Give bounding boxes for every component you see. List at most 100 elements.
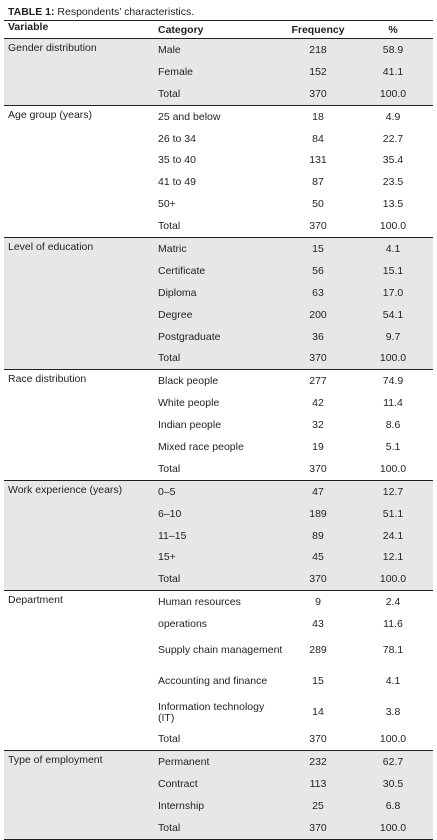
percent-cell: 4.1: [353, 237, 433, 260]
percent-cell: 78.1: [382, 644, 404, 657]
table-row: 11–15 89 24.1: [4, 524, 433, 547]
table-row: Work experience (years) 0–5 47 12.7: [4, 479, 433, 503]
frequency-cell: 370: [283, 568, 353, 591]
variable-cell: [4, 635, 158, 666]
frequency-cell: 87: [312, 176, 324, 189]
category-cell: 26 to 34: [158, 132, 196, 145]
frequency-cell: 232: [283, 749, 353, 773]
frequency-cell: 56: [283, 259, 353, 282]
frequency-cell: 18: [283, 104, 353, 128]
table-row: Information technology (IT) 14 3.8: [4, 697, 433, 728]
category-cell: Diploma: [158, 281, 283, 304]
table-row: Internship 25 6.8: [4, 794, 433, 817]
percent-cell: 100.0: [379, 462, 407, 475]
frequency-cell: 200: [283, 303, 353, 326]
variable-cell: [4, 392, 158, 414]
percent-cell: 17.0: [353, 281, 433, 304]
title-text: Respondents’ characteristics.: [57, 6, 195, 18]
variable-cell: Level of education: [4, 237, 158, 260]
frequency-cell: 47: [283, 479, 353, 503]
table-row: Mixed race people 19 5.1: [4, 436, 433, 458]
table-row: 15+ 45 12.1: [4, 546, 433, 569]
table-row: Race distribution Black people 277 74.9: [4, 369, 433, 393]
table-row: Level of education Matric 15 4.1: [4, 237, 433, 260]
variable-cell: [4, 502, 158, 525]
category-cell: Total: [158, 220, 181, 233]
frequency-cell: 15: [312, 675, 324, 688]
frequency-cell: 32: [312, 419, 324, 432]
table-body: Gender distribution Male 218 58.9 Female 152 4…: [4, 37, 433, 840]
frequency-cell: 43: [312, 618, 324, 631]
table-row: Accounting and finance 15 4.1: [4, 666, 433, 697]
category-cell: Female: [158, 60, 283, 83]
percent-cell: 58.9: [353, 37, 433, 61]
variable-cell: [4, 325, 158, 348]
variable-name: Type of employment: [8, 753, 103, 766]
percent-cell: 22.7: [382, 132, 404, 145]
percent-cell: 8.6: [385, 419, 401, 432]
variable-cell: [4, 303, 158, 326]
variable-cell: [4, 281, 158, 304]
table-row: Degree 200 54.1: [4, 303, 433, 326]
variable-cell: [4, 613, 158, 635]
variable-cell: [4, 772, 158, 795]
category-cell: Total: [158, 568, 283, 591]
variable-cell: [4, 568, 158, 591]
variable-cell: [4, 215, 158, 237]
frequency-cell: 370: [283, 816, 353, 840]
variable-cell: Age group (years): [4, 104, 158, 128]
data-table: Variable Category Frequency % Gender dis…: [4, 21, 433, 840]
percent-cell: 15.1: [353, 259, 433, 282]
page: TABLE 1: Respondents’ characteristics. V…: [4, 6, 433, 840]
category-cell: 0–5: [158, 479, 283, 503]
table-row: operations 43 11.6: [4, 613, 433, 635]
percent-cell: 4.9: [353, 104, 433, 128]
variable-cell: [4, 546, 158, 569]
table-row: Total 370 100.0: [4, 568, 433, 591]
category-cell: Black people: [158, 369, 283, 393]
frequency-cell: 63: [283, 281, 353, 304]
table-row: 35 to 40 131 35.4: [4, 149, 433, 171]
table-row: Type of employment Permanent 232 62.7: [4, 749, 433, 773]
variable-name: Age group (years): [8, 108, 93, 121]
variable-cell: [4, 414, 158, 436]
variable-cell: [4, 436, 158, 458]
variable-cell: [4, 794, 158, 817]
table-row: Supply chain management 289 78.1: [4, 635, 433, 666]
table-row: 26 to 34 84 22.7: [4, 128, 433, 150]
table-row: Age group (years) 25 and below 18 4.9: [4, 104, 433, 128]
frequency-cell: 370: [283, 82, 353, 106]
variable-cell: [4, 149, 158, 171]
frequency-cell: 370: [309, 220, 327, 233]
category-cell: 6–10: [158, 502, 283, 525]
frequency-cell: 36: [283, 325, 353, 348]
percent-cell: 100.0: [379, 220, 407, 233]
frequency-cell: 370: [309, 732, 327, 745]
percent-cell: 62.7: [353, 749, 433, 773]
category-cell: Information technology (IT): [158, 700, 265, 724]
frequency-cell: 113: [283, 772, 353, 795]
frequency-cell: 45: [283, 546, 353, 569]
frequency-cell: 131: [309, 154, 327, 167]
percent-cell: 100.0: [353, 82, 433, 106]
variable-cell: [4, 60, 158, 83]
frequency-cell: 42: [312, 397, 324, 410]
variable-cell: [4, 347, 158, 370]
variable-cell: Gender distribution: [4, 37, 158, 61]
variable-cell: [4, 458, 158, 480]
category-cell: Total: [158, 347, 283, 370]
category-cell: Certificate: [158, 259, 283, 282]
table-container: TABLE 1: Respondents’ characteristics. V…: [4, 5, 433, 840]
variable-cell: Race distribution: [4, 369, 158, 393]
category-cell: Total: [158, 462, 181, 475]
category-cell: Contract: [158, 772, 283, 795]
variable-cell: [4, 171, 158, 193]
frequency-cell: 89: [283, 524, 353, 547]
variable-name: Department: [8, 594, 63, 607]
category-cell: Total: [158, 816, 283, 840]
frequency-cell: 152: [283, 60, 353, 83]
percent-cell: 100.0: [353, 347, 433, 370]
table-row: Total 370 100.0: [4, 728, 433, 750]
category-cell: White people: [158, 397, 220, 410]
frequency-cell: 15: [283, 237, 353, 260]
